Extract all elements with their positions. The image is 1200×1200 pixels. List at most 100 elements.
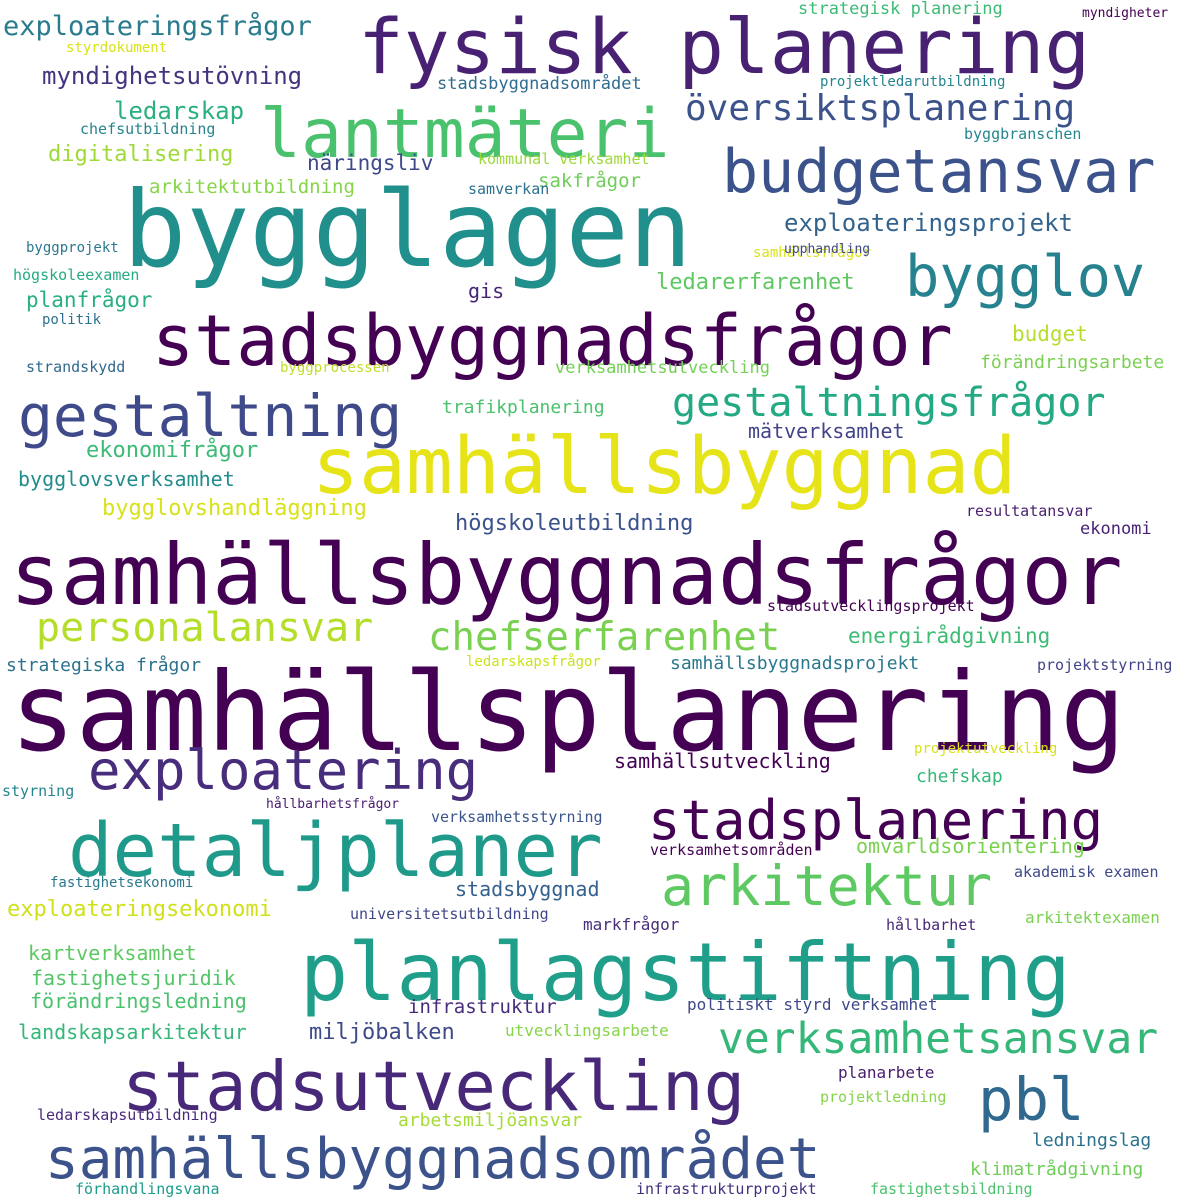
word-32: gis — [468, 279, 505, 303]
word-44: ekonomi — [1080, 519, 1152, 539]
word-55: kartverksamhet — [28, 941, 197, 965]
word-62: utvecklingsarbete — [505, 1021, 669, 1040]
word-29: arkitektutbildning — [149, 176, 355, 198]
word-99: fastighetsekonomi — [50, 875, 194, 891]
word-82: strategisk planering — [798, 0, 1003, 19]
word-78: stadsbyggnadsområdet — [437, 74, 642, 94]
word-15: arkitektur — [661, 854, 993, 918]
word-48: samhällsbyggnadsprojekt — [670, 653, 920, 674]
word-77: styrdokument — [66, 40, 168, 56]
word-51: chefskap — [916, 766, 1003, 787]
word-68: planarbete — [838, 1063, 935, 1082]
word-1: samhällsbyggnadsfrågor — [10, 526, 1123, 624]
word-34: budget — [1012, 322, 1088, 346]
word-11: budgetansvar — [722, 137, 1156, 207]
word-96: hållbarhetsfrågor — [266, 797, 400, 812]
word-64: arkitektexamen — [1025, 908, 1160, 927]
word-70: arbetsmiljöansvar — [398, 1110, 583, 1131]
word-81: samverkan — [468, 180, 550, 198]
word-86: byggprojekt — [26, 240, 119, 256]
word-80: kommunal verksamhet — [478, 150, 650, 168]
word-66: markfrågor — [583, 915, 680, 934]
word-57: förändringsledning — [30, 989, 247, 1013]
word-33: planfrågor — [26, 288, 153, 312]
word-35: förändringsarbete — [980, 352, 1165, 373]
word-79: chefsutbildning — [80, 120, 216, 138]
word-85: byggbranschen — [964, 125, 1082, 143]
word-21: chefserfarenhet — [428, 615, 781, 660]
word-30: sakfrågor — [538, 170, 641, 192]
word-13: exploatering — [88, 739, 479, 802]
word-56: fastighetsjuridik — [31, 966, 236, 990]
word-58: infrastruktur — [408, 996, 557, 1018]
word-97: verksamhetsstyrning — [431, 808, 603, 826]
word-31: ledarerfarenhet — [656, 270, 855, 295]
word-2: bygglagen — [123, 169, 692, 291]
word-9: lantmäteri — [260, 95, 670, 174]
word-93: ledarskapsfrågor — [466, 654, 601, 670]
word-25: exploateringsprojekt — [784, 209, 1073, 237]
word-39: mätverksamhet — [748, 419, 905, 443]
word-59: politiskt styrd verksamhet — [687, 995, 938, 1014]
word-60: landskapsarkitektur — [18, 1020, 247, 1044]
word-49: projektstyrning — [1037, 656, 1173, 674]
word-92: upphandling — [784, 242, 871, 257]
word-6: stadsbyggnadsfrågor — [152, 300, 953, 382]
word-37: trafikplanering — [442, 397, 605, 418]
word-54: exploateringsekonomi — [7, 897, 272, 922]
word-40: bygglovsverksamhet — [18, 467, 235, 491]
word-17: pbl — [978, 1065, 1085, 1134]
word-42: högskoleutbildning — [455, 511, 694, 536]
word-67: universitetsutbildning — [350, 905, 549, 923]
word-3: samhällsbyggnad — [312, 422, 1017, 512]
word-4: planlagstiftning — [300, 926, 1071, 1019]
word-75: infrastrukturprojekt — [636, 1180, 817, 1198]
word-71: ledningslag — [1032, 1130, 1152, 1151]
word-76: fastighetsbildning — [870, 1180, 1033, 1198]
word-20: personalansvar — [36, 605, 374, 651]
word-61: miljöbalken — [309, 1020, 455, 1045]
word-50: samhällsutveckling — [614, 749, 831, 773]
word-28: näringsliv — [307, 151, 434, 175]
word-23: exploateringsfrågor — [3, 11, 312, 42]
word-52: omvärldsorientering — [856, 834, 1085, 858]
word-90: byggprocessen — [280, 360, 390, 376]
word-19: gestaltningsfrågor — [672, 380, 1106, 426]
word-26: ledarskap — [114, 97, 245, 125]
word-0: samhällsplanering — [10, 649, 1126, 776]
word-53: stadsbyggnad — [455, 877, 600, 901]
word-16: bygglov — [905, 244, 1146, 310]
word-8: detaljplaner — [68, 808, 603, 894]
word-89: strandskydd — [26, 358, 126, 376]
word-74: förhandlingsvana — [75, 1180, 220, 1198]
word-91: samhällsfrågor — [753, 245, 872, 261]
word-65: hållbarhet — [886, 916, 977, 934]
word-95: styrning — [2, 782, 75, 800]
word-63: akademisk examen — [1014, 863, 1159, 881]
word-14: stadsplanering — [648, 789, 1104, 852]
word-7: stadsutveckling — [122, 1047, 746, 1127]
word-73: ledarskapsutbildning — [37, 1106, 218, 1124]
word-98: verksamhetsområden — [650, 841, 813, 859]
word-10: samhällsbyggnadsområdet — [45, 1127, 821, 1192]
word-83: myndigheter — [1082, 6, 1169, 21]
word-46: energirådgivning — [848, 624, 1051, 648]
word-18: verksamhetsansvar — [718, 1014, 1159, 1064]
word-36: verksamhetsutveckling — [555, 358, 770, 378]
word-41: bygglovshandläggning — [102, 496, 367, 521]
word-12: gestaltning — [18, 382, 403, 450]
word-84: projektledarutbildning — [820, 74, 1006, 90]
word-69: projektledning — [820, 1088, 947, 1106]
word-43: resultatansvar — [966, 502, 1093, 520]
word-38: ekonomifrågor — [86, 438, 259, 463]
word-87: högskoleexamen — [13, 266, 140, 284]
word-72: klimatrådgivning — [970, 1159, 1144, 1180]
word-27: digitalisering — [48, 142, 234, 167]
word-5: fysisk planering — [358, 2, 1091, 91]
word-47: strategiska frågor — [6, 655, 202, 676]
word-45: stadsutvecklingsprojekt — [767, 597, 975, 615]
word-94: projektutveckling — [914, 741, 1058, 757]
word-24: myndighetsutövning — [42, 62, 303, 90]
word-22: översiktsplanering — [685, 88, 1076, 129]
